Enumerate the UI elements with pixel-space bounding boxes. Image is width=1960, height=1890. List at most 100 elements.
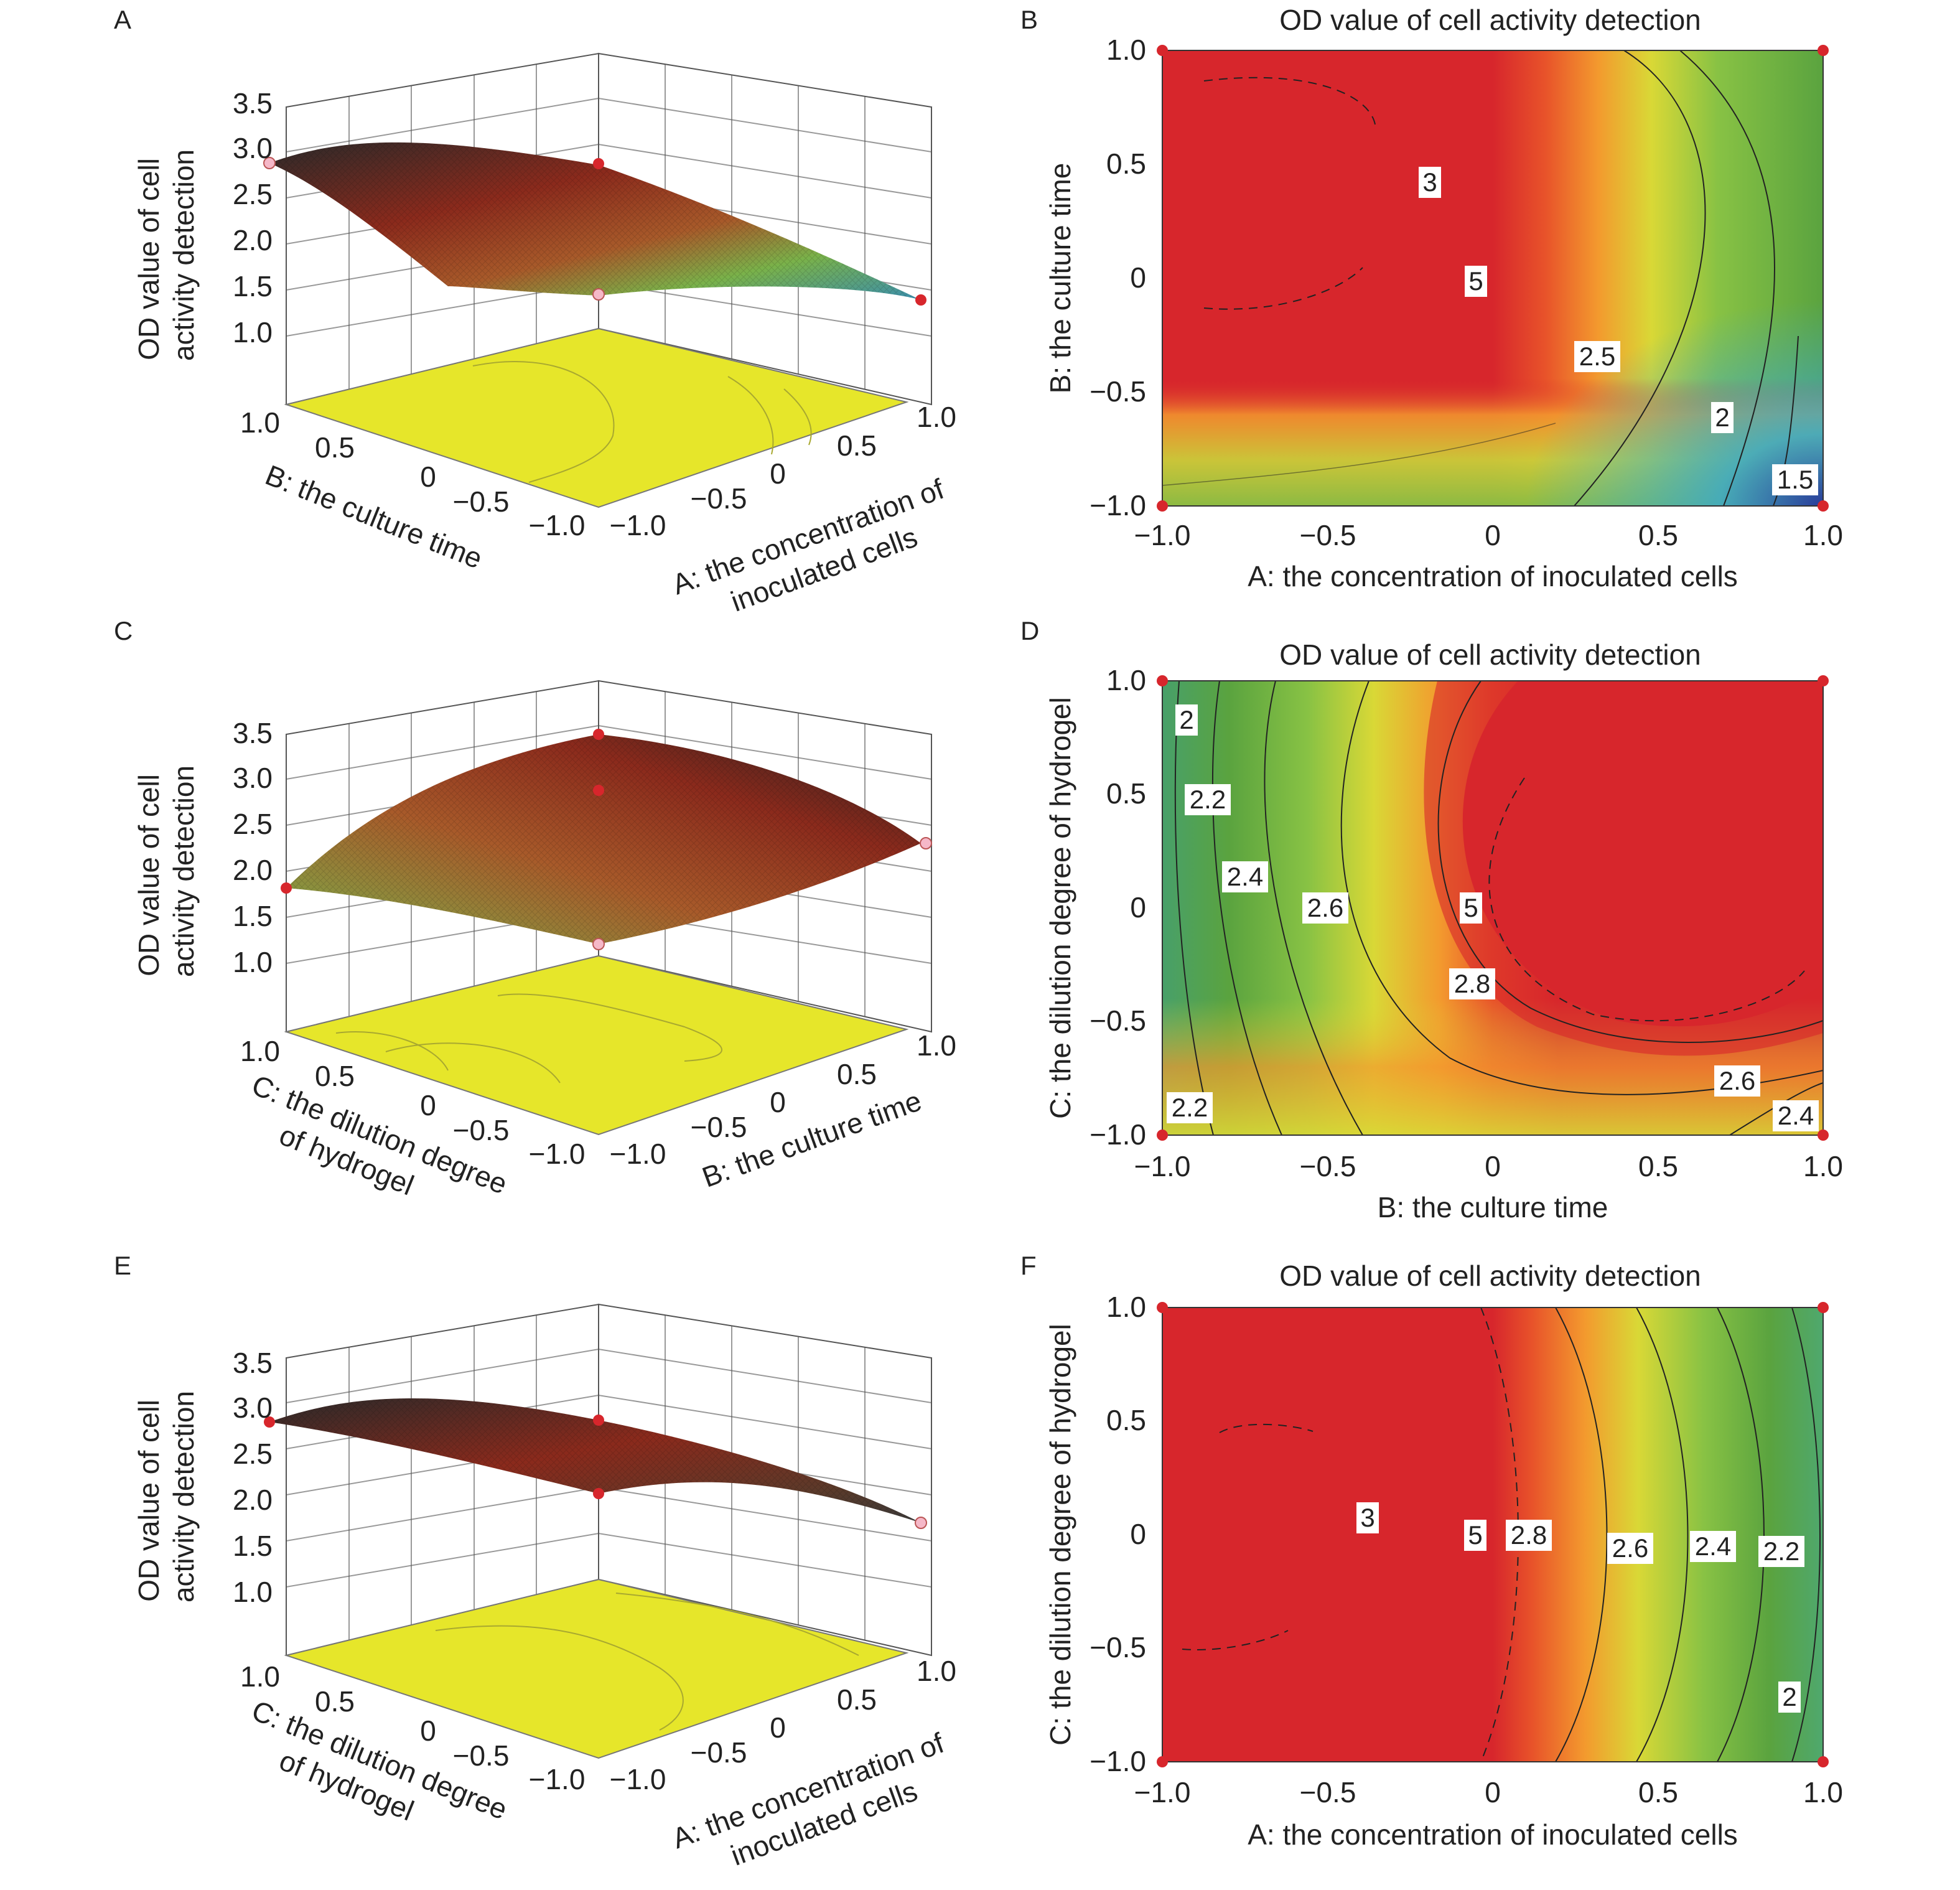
y-tick: −0.5: [453, 1114, 510, 1146]
panel-a-floor-contours: [472, 361, 812, 483]
y-tick: −1.0: [1090, 1745, 1146, 1777]
panel-a: A 1.0 1.5 2.0 2.5 3.0 3: [114, 5, 956, 618]
panel-b: B OD value of cell activity detection 3 …: [1020, 4, 1843, 592]
panel-b-title: OD value of cell activity detection: [1279, 4, 1701, 36]
panel-f-title: OD value of cell activity detection: [1279, 1260, 1701, 1292]
panel-c-z-ticks: 1.0 1.5 2.0 2.5 3.0 3.5: [233, 717, 273, 978]
z-tick: 1.0: [233, 1576, 273, 1608]
y-tick: 1.0: [240, 1035, 280, 1067]
y-tick: −0.5: [1090, 375, 1146, 408]
z-tick: 2.5: [233, 808, 273, 840]
y-tick: −0.5: [453, 485, 510, 518]
y-tick: −0.5: [1090, 1004, 1146, 1037]
x-tick: −0.5: [691, 1111, 747, 1143]
contour-label: 2.2: [1763, 1537, 1799, 1566]
x-tick: −1.0: [1134, 1776, 1191, 1808]
contour-label: 2.4: [1778, 1101, 1814, 1130]
panel-f: F OD value of cell activity detection 3 …: [1020, 1251, 1843, 1851]
x-tick: −0.5: [691, 482, 747, 515]
x-tick: 0.5: [837, 1683, 877, 1716]
panel-f-x-ticks: −1.0 −0.5 0 0.5 1.0: [1134, 1776, 1843, 1808]
contour-label: 2.8: [1511, 1520, 1547, 1550]
y-tick: −1.0: [1090, 489, 1146, 522]
z-tick: 2.0: [233, 224, 273, 256]
panel-c-z-title: OD value of cell activity detection: [133, 765, 200, 977]
panel-d-y-ticks: −1.0 −0.5 0 0.5 1.0: [1090, 664, 1146, 1151]
contour-label: 5: [1463, 893, 1478, 922]
panel-c: C 1.0 1.5 2.0 2.5 3.0 3.5 OD value: [114, 616, 956, 1202]
z-tick: 3.0: [233, 762, 273, 794]
contour-label: 2.6: [1719, 1066, 1755, 1095]
panel-e-design-point: [593, 1415, 604, 1426]
y-tick: 0: [1130, 261, 1146, 294]
z-tick: 3.5: [233, 1347, 273, 1379]
panel-e-y-ticks: 1.0 0.5 0 −0.5 −1.0: [240, 1660, 585, 1795]
x-tick: 1.0: [1803, 1150, 1843, 1182]
panel-d-plot-area: [1162, 680, 1824, 1136]
panel-a-z-title: OD value of cell activity detection: [133, 149, 200, 361]
x-tick: −1.0: [1134, 519, 1191, 551]
panel-letter-c: C: [114, 616, 133, 645]
x-tick: 0: [770, 1086, 786, 1118]
panel-e-z-title: OD value of cell activity detection: [133, 1391, 200, 1602]
x-tick: −0.5: [1300, 1776, 1356, 1808]
panel-e-z-ticks: 1.0 1.5 2.0 2.5 3.0 3.5: [233, 1347, 273, 1608]
y-tick: −1.0: [529, 1763, 586, 1795]
contour-label: 2.6: [1307, 893, 1343, 922]
y-tick: 1.0: [1106, 664, 1146, 696]
z-tick: 2.5: [233, 178, 273, 210]
x-tick: 0.5: [837, 1058, 877, 1090]
panel-b-y-ticks: −1.0 −0.5 0 0.5 1.0: [1090, 34, 1146, 522]
contour-label: 2.4: [1227, 862, 1263, 891]
z-tick: 3.5: [233, 87, 273, 119]
z-tick: 2.0: [233, 854, 273, 886]
x-tick: 1.0: [1803, 1776, 1843, 1808]
z-tick: 1.5: [233, 1530, 273, 1562]
y-tick: 0: [1130, 1518, 1146, 1550]
panel-c-design-point: [593, 785, 604, 796]
x-tick: 0.5: [837, 429, 877, 462]
panel-f-y-title: C: the dilution degree of hydrogel: [1044, 1324, 1076, 1746]
y-tick: −1.0: [529, 509, 586, 541]
x-tick: −0.5: [1300, 519, 1356, 551]
contour-label: 2.2: [1190, 785, 1226, 814]
contour-label: 2.5: [1579, 342, 1615, 371]
panel-letter-a: A: [114, 5, 131, 34]
panel-e-y-title: C: the dilution degree of hydrogel: [234, 1694, 520, 1863]
y-tick: 0: [420, 461, 436, 493]
y-tick: 0.5: [315, 1060, 355, 1092]
panel-letter-d: D: [1020, 616, 1039, 645]
x-tick: 0: [770, 457, 786, 490]
panel-e: E 1.0 1.5 2.0 2.5 3.0 3.5 OD value of ce…: [114, 1251, 956, 1872]
y-tick: 0.5: [1106, 1404, 1146, 1436]
z-title-line: activity detection: [167, 1391, 200, 1602]
contour-label: 2.6: [1612, 1533, 1648, 1563]
panel-e-design-point: [593, 1488, 604, 1499]
panel-a-design-point: [593, 158, 604, 169]
panel-a-floor: [284, 327, 909, 508]
panel-e-x-ticks: −1.0 −0.5 0 0.5 1.0: [610, 1655, 956, 1795]
panel-c-y-ticks: 1.0 0.5 0 −0.5 −1.0: [240, 1035, 585, 1170]
y-tick: −0.5: [453, 1739, 510, 1772]
panel-d-y-title: C: the dilution degree of hydrogel: [1044, 697, 1076, 1119]
panel-e-design-point: [264, 1416, 275, 1428]
x-tick: 0: [1485, 519, 1501, 551]
panel-a-design-point: [263, 157, 276, 169]
z-tick: 2.5: [233, 1438, 273, 1470]
panel-c-x-ticks: −1.0 −0.5 0 0.5 1.0: [610, 1029, 956, 1170]
x-tick: −1.0: [610, 509, 666, 541]
panel-b-corner-points: [1157, 45, 1829, 512]
x-tick: 0.5: [1638, 519, 1678, 551]
panel-f-x-title: A: the concentration of inoculated cells: [1248, 1818, 1738, 1851]
z-tick: 1.0: [233, 316, 273, 349]
panel-f-contour-labels: 3 5 2.8 2.6 2.4 2.2 2: [1356, 1502, 1804, 1713]
x-tick: −0.5: [1300, 1150, 1356, 1182]
y-tick: 0.5: [1106, 147, 1146, 180]
panel-c-design-point: [592, 938, 605, 950]
panel-d-corner-points: [1157, 675, 1829, 1141]
y-tick: 0: [420, 1089, 436, 1121]
x-tick: 0.5: [1638, 1776, 1678, 1808]
panel-d-contour-labels: 2 2.2 2.4 2.6 5 2.8 2.6 2.4 2.2: [1167, 704, 1819, 1131]
x-tick: 0: [1485, 1776, 1501, 1808]
